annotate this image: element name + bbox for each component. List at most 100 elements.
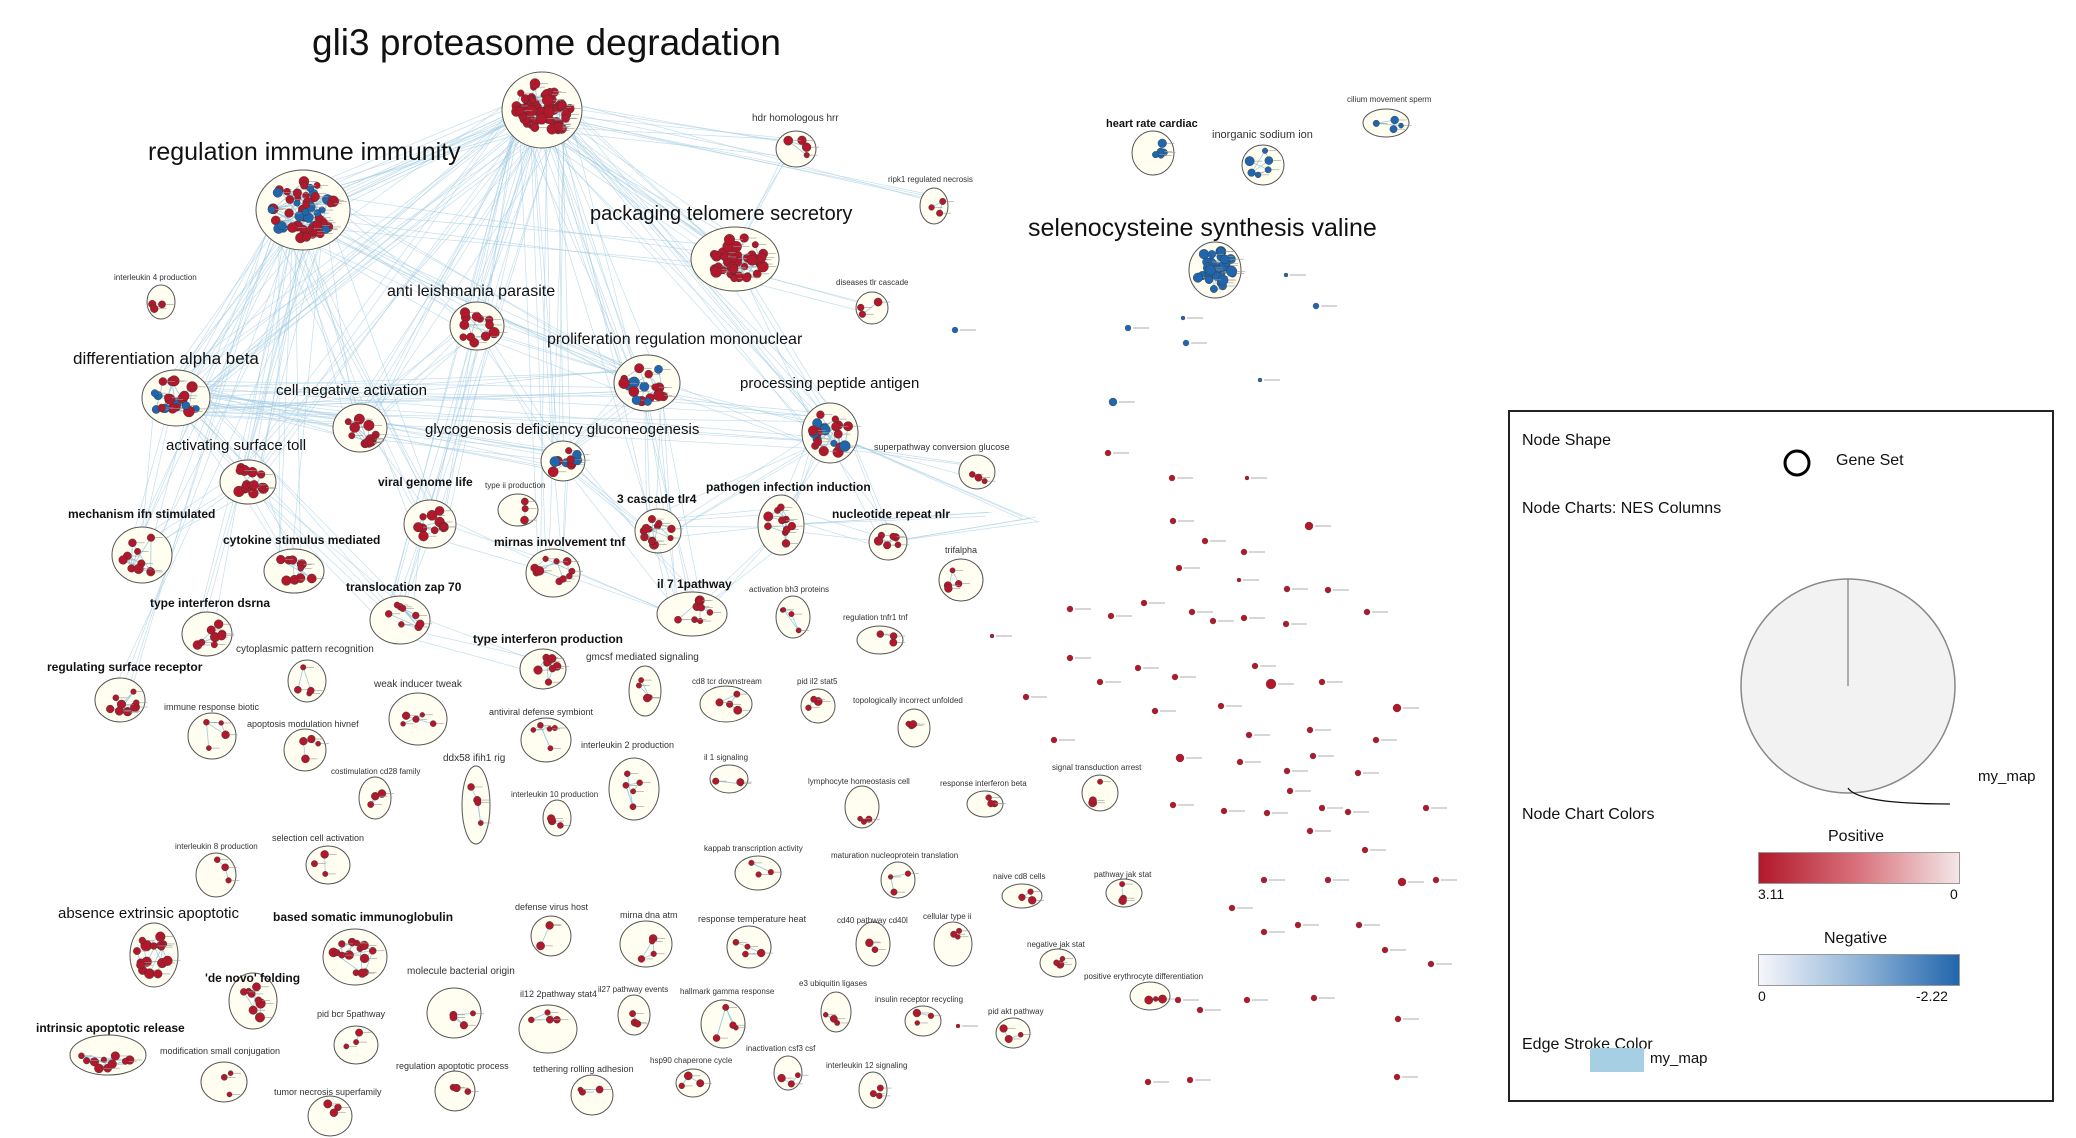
gene-set-node[interactable] [729, 1021, 737, 1029]
singleton-gene-set[interactable] [1393, 1073, 1418, 1081]
gene-set-node[interactable] [301, 208, 310, 216]
cluster-inactivation-csf3[interactable] [773, 1055, 809, 1091]
gene-set-node[interactable] [459, 333, 468, 341]
cluster-intrinsic-apoptotic[interactable] [69, 1034, 147, 1076]
gene-set-node[interactable] [733, 705, 743, 715]
gene-set-node[interactable] [951, 326, 959, 334]
gene-set-node[interactable] [293, 199, 301, 207]
gene-set-node[interactable] [1244, 475, 1250, 481]
gene-set-node[interactable] [240, 988, 248, 996]
singleton-gene-set[interactable] [1066, 605, 1091, 613]
singleton-gene-set[interactable] [1228, 904, 1253, 912]
gene-set-node[interactable] [399, 604, 407, 612]
gene-set-node[interactable] [542, 555, 549, 562]
gene-set-node[interactable] [128, 538, 137, 548]
gene-set-node[interactable] [628, 376, 640, 389]
gene-set-node[interactable] [130, 688, 137, 695]
gene-set-node[interactable] [220, 1073, 228, 1081]
gene-set-node[interactable] [254, 996, 263, 1005]
gene-set-node[interactable] [155, 931, 166, 942]
gene-set-node[interactable] [1059, 956, 1066, 962]
gene-set-node[interactable] [890, 888, 898, 896]
cluster-kappab[interactable] [734, 855, 782, 891]
gene-set-node[interactable] [873, 536, 884, 546]
cluster-differentiation[interactable] [141, 369, 211, 427]
gene-set-node[interactable] [530, 123, 540, 132]
gene-set-node[interactable] [1432, 876, 1440, 884]
cluster-pid-il2[interactable] [800, 688, 836, 724]
gene-set-node[interactable] [1324, 586, 1332, 594]
gene-set-node[interactable] [267, 205, 276, 214]
singleton-gene-set[interactable] [1432, 876, 1457, 884]
gene-set-node[interactable] [157, 403, 166, 412]
gene-set-node[interactable] [284, 208, 294, 218]
gene-set-node[interactable] [1174, 996, 1182, 1004]
gene-set-node[interactable] [1427, 960, 1435, 968]
cluster-ddx58[interactable] [461, 765, 492, 845]
gene-set-node[interactable] [805, 704, 812, 711]
gene-set-node[interactable] [1318, 804, 1326, 812]
gene-set-node[interactable] [887, 874, 894, 880]
gene-set-node[interactable] [628, 386, 640, 397]
gene-set-node[interactable] [307, 686, 315, 695]
gene-set-node[interactable] [1027, 888, 1034, 895]
gene-set-node[interactable] [320, 850, 329, 859]
gene-set-node[interactable] [367, 801, 375, 808]
singleton-gene-set[interactable] [1201, 537, 1226, 545]
gene-set-node[interactable] [1393, 1073, 1401, 1081]
gene-set-node[interactable] [353, 939, 361, 947]
singleton-gene-set[interactable] [1236, 758, 1261, 766]
gene-set-node[interactable] [557, 822, 564, 829]
gene-set-node[interactable] [1260, 876, 1268, 884]
gene-set-node[interactable] [1265, 678, 1277, 690]
gene-set-node[interactable] [858, 310, 866, 318]
singleton-gene-set[interactable] [1240, 614, 1265, 622]
gene-set-node[interactable] [667, 524, 676, 534]
gene-set-node[interactable] [112, 694, 120, 702]
gene-set-node[interactable] [912, 1008, 922, 1018]
singleton-gene-set[interactable] [1260, 876, 1285, 884]
gene-set-node[interactable] [1157, 138, 1167, 148]
gene-set-node[interactable] [529, 78, 541, 89]
gene-set-node[interactable] [326, 200, 334, 208]
gene-set-node[interactable] [633, 1020, 642, 1028]
cluster-hsp90[interactable] [675, 1068, 712, 1098]
gene-set-node[interactable] [543, 106, 555, 118]
gene-set-node[interactable] [712, 1034, 721, 1042]
gene-set-node[interactable] [1236, 577, 1242, 583]
cluster-tethering-rolling[interactable] [570, 1074, 614, 1116]
gene-set-node[interactable] [732, 939, 740, 946]
gene-set-node[interactable] [1318, 678, 1326, 686]
gene-set-node[interactable] [517, 89, 525, 97]
gene-set-node[interactable] [739, 233, 749, 243]
gene-set-node[interactable] [276, 554, 286, 565]
gene-set-node[interactable] [720, 253, 729, 261]
gene-set-node[interactable] [307, 734, 316, 744]
cluster-positive-erythrocyte[interactable] [1129, 981, 1175, 1011]
singleton-gene-set[interactable] [1050, 736, 1075, 744]
gene-set-node[interactable] [999, 1024, 1008, 1033]
gene-set-node[interactable] [353, 1039, 360, 1046]
cluster-interleukin12-signaling[interactable] [858, 1071, 892, 1109]
gene-set-node[interactable] [955, 580, 963, 588]
gene-set-node[interactable] [1306, 726, 1314, 734]
cluster-naive-cd8[interactable] [1001, 883, 1045, 909]
gene-set-node[interactable] [206, 625, 216, 635]
gene-set-node[interactable] [1182, 339, 1190, 347]
gene-set-node[interactable] [544, 678, 553, 686]
gene-set-node[interactable] [1104, 449, 1112, 457]
gene-set-node[interactable] [553, 122, 563, 131]
gene-set-node[interactable] [1306, 827, 1314, 835]
gene-set-node[interactable] [939, 198, 947, 205]
gene-set-node[interactable] [889, 532, 897, 541]
gene-set-node[interactable] [549, 456, 561, 467]
gene-set-node[interactable] [138, 936, 146, 945]
singleton-gene-set[interactable] [1283, 272, 1306, 278]
singleton-gene-set[interactable] [1324, 876, 1349, 884]
gene-set-node[interactable] [1355, 921, 1363, 929]
gene-set-node[interactable] [150, 304, 159, 313]
gene-set-node[interactable] [355, 1028, 364, 1037]
gene-set-node[interactable] [255, 1012, 265, 1023]
gene-set-node[interactable] [643, 397, 652, 406]
gene-set-node[interactable] [764, 522, 772, 531]
